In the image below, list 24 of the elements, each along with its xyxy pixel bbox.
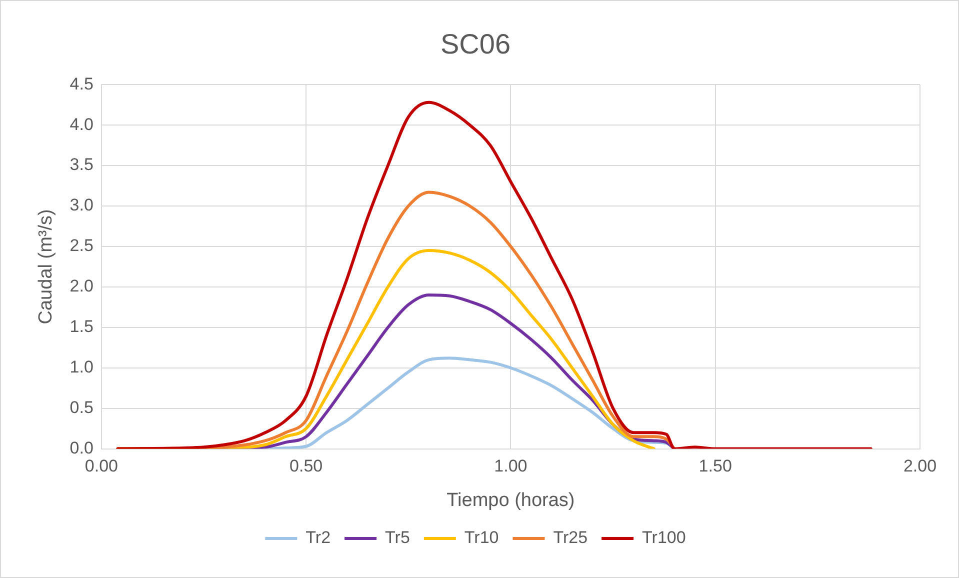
y-tick-label: 1.0 bbox=[70, 358, 94, 377]
y-tick-label: 4.5 bbox=[70, 74, 94, 94]
y-tick-label: 1.5 bbox=[70, 317, 94, 336]
x-tick-label: 0.00 bbox=[84, 456, 118, 476]
legend-label: Tr25 bbox=[553, 528, 588, 548]
line-series bbox=[116, 100, 872, 449]
y-tick-label: 3.0 bbox=[70, 196, 94, 215]
y-axis-title: Caudal (m³/s) bbox=[36, 209, 57, 324]
x-tick-label: 2.00 bbox=[903, 456, 937, 476]
legend-label: Tr5 bbox=[385, 528, 410, 548]
x-tick-label: 1.00 bbox=[494, 456, 528, 476]
y-tick-label: 3.5 bbox=[70, 155, 94, 174]
y-tick-label: 0.5 bbox=[70, 398, 94, 418]
legend-label: Tr2 bbox=[306, 528, 331, 548]
x-axis-title: Tiempo (horas) bbox=[446, 490, 575, 511]
y-tick-label: 2.0 bbox=[70, 276, 94, 296]
legend-label: Tr10 bbox=[464, 528, 499, 548]
chart-title: SC06 bbox=[440, 28, 511, 60]
y-tick-label: 0.0 bbox=[70, 438, 94, 458]
legend-label: Tr100 bbox=[642, 528, 686, 548]
y-tick-label: 4.0 bbox=[70, 114, 94, 134]
x-tick-label: 1.50 bbox=[698, 456, 732, 476]
x-tick-label: 0.50 bbox=[290, 456, 323, 476]
y-tick-label: 2.5 bbox=[70, 236, 94, 256]
